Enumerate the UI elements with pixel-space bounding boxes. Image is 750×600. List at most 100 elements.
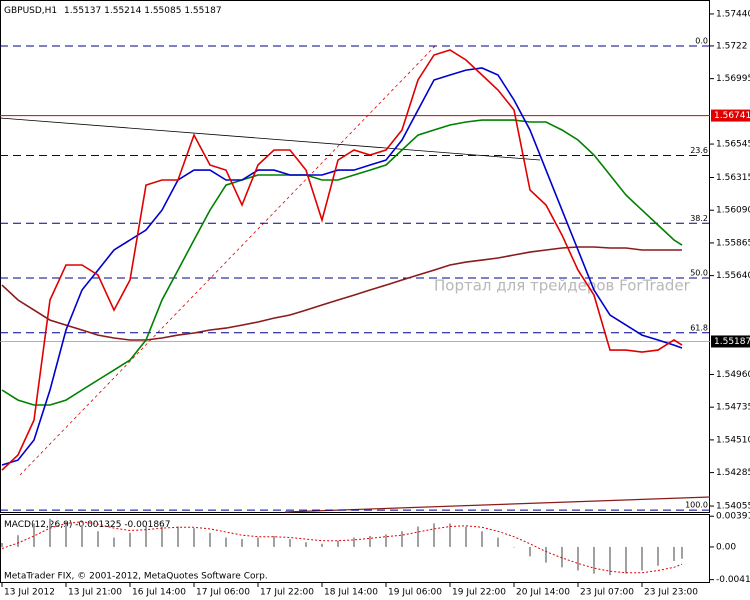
macd-bar bbox=[161, 524, 163, 547]
macd-title: MACD(12,26,9) bbox=[4, 520, 72, 530]
main-panel bbox=[0, 0, 710, 513]
macd-bar bbox=[193, 528, 195, 547]
macd-bar bbox=[113, 537, 115, 547]
x-tick-label: 17 Jul 22:00 bbox=[260, 588, 314, 598]
macd-y-tick-label: -0.00417 bbox=[716, 575, 750, 585]
symbol: GBPUSD,H1 bbox=[4, 6, 57, 16]
macd-bar bbox=[65, 520, 67, 547]
high: 1.55214 bbox=[104, 6, 141, 16]
hline-label-box bbox=[711, 109, 750, 122]
macd-bar bbox=[369, 535, 371, 547]
y-tick-label: 1.57440 bbox=[716, 9, 750, 19]
y-tick-label: 1.54960 bbox=[716, 370, 750, 380]
x-tick-label: 18 Jul 14:00 bbox=[324, 588, 378, 598]
macd-y-tick-label: 0.00 bbox=[716, 542, 736, 552]
copyright: MetaTrader FIX, © 2001-2012, MetaQuotes … bbox=[4, 572, 268, 582]
open: 1.55137 bbox=[64, 6, 101, 16]
y-tick-label: 1.55640 bbox=[716, 271, 750, 281]
macd-bar bbox=[529, 546, 531, 557]
fibo-label: 0.0 bbox=[695, 36, 708, 45]
fibo-label: 100.0 bbox=[685, 501, 708, 510]
macd-bar bbox=[273, 535, 275, 547]
macd-bar bbox=[625, 546, 627, 574]
macd-bar bbox=[513, 546, 515, 548]
x-tick-label: 20 Jul 14:00 bbox=[516, 588, 570, 598]
fibo-label: 61.8 bbox=[690, 323, 708, 332]
macd-bar bbox=[225, 537, 227, 547]
header: GBPUSD,H1 1.55137 1.55214 1.55085 1.5518… bbox=[4, 6, 222, 16]
macd-bar bbox=[353, 537, 355, 547]
x-tick-label: 23 Jul 07:00 bbox=[580, 588, 634, 598]
macd-bar bbox=[433, 523, 435, 547]
macd-bar bbox=[385, 534, 387, 547]
macd-bar bbox=[145, 526, 147, 547]
macd-bar bbox=[681, 546, 683, 559]
hline-label: 1.56741 bbox=[714, 111, 750, 121]
macd-y-tick-label: 0.003917 bbox=[716, 512, 750, 522]
fibo-label: 23.6 bbox=[690, 146, 708, 155]
macd-bar bbox=[49, 518, 51, 547]
macd-bar bbox=[81, 524, 83, 547]
lower-line bbox=[284, 496, 711, 513]
price-label-box bbox=[711, 335, 750, 348]
macd-bar bbox=[33, 523, 35, 547]
macd-bar bbox=[129, 532, 131, 547]
fibo-label: 50.0 bbox=[690, 268, 708, 277]
macd-bar bbox=[337, 540, 339, 547]
x-tick-label: 16 Jul 14:00 bbox=[132, 588, 186, 598]
macd-bar bbox=[305, 542, 307, 547]
macd-bar bbox=[657, 546, 659, 566]
macd-bar bbox=[593, 546, 595, 574]
macd-bar bbox=[577, 546, 579, 571]
ma-line bbox=[1, 119, 683, 406]
macd-bar bbox=[497, 537, 499, 547]
y-tick-label: 1.55865 bbox=[716, 238, 750, 248]
x-tick-label: 13 Jul 21:00 bbox=[68, 588, 122, 598]
y-tick-label: 1.54735 bbox=[716, 403, 750, 413]
macd-bar bbox=[1, 543, 3, 547]
macd-bar bbox=[257, 537, 259, 547]
ma-line bbox=[1, 67, 683, 466]
x-tick-label: 23 Jul 23:00 bbox=[644, 588, 698, 598]
macd-bar bbox=[561, 546, 563, 568]
ma-line bbox=[1, 49, 683, 471]
y-tick-label: 1.56090 bbox=[716, 206, 750, 216]
macd-panel bbox=[0, 514, 710, 583]
y-tick-label: 1.54510 bbox=[716, 435, 750, 445]
fibo-label: 38.2 bbox=[690, 214, 708, 223]
macd-bar bbox=[465, 526, 467, 547]
trendline bbox=[0, 117, 541, 161]
x-tick-label: 19 Jul 06:00 bbox=[388, 588, 442, 598]
macd-bar bbox=[177, 526, 179, 547]
macd-signal-line bbox=[1, 521, 683, 574]
macd-bar bbox=[641, 546, 643, 571]
fibo-diagonal bbox=[19, 44, 437, 476]
macd-bar bbox=[449, 523, 451, 547]
macd-bar bbox=[401, 531, 403, 547]
y-tick-label: 1.5722 bbox=[716, 41, 748, 51]
macd-bar bbox=[673, 546, 675, 562]
macd-bar bbox=[241, 539, 243, 547]
x-tick-label: 19 Jul 22:00 bbox=[452, 588, 506, 598]
y-tick-label: 1.54285 bbox=[716, 468, 750, 478]
macd-bar bbox=[97, 531, 99, 547]
watermark: Портал для трейдеров ForTrader bbox=[434, 277, 691, 295]
y-tick-label: 1.56995 bbox=[716, 74, 750, 84]
x-tick-label: 17 Jul 06:00 bbox=[196, 588, 250, 598]
ma-line bbox=[1, 246, 682, 341]
macd-bar bbox=[209, 532, 211, 547]
macd-bar bbox=[17, 535, 19, 547]
y-tick-label: 1.56315 bbox=[716, 173, 750, 183]
macd-bar bbox=[609, 546, 611, 576]
macd-bar bbox=[545, 546, 547, 563]
y-tick-label: 1.54055 bbox=[716, 502, 750, 512]
macd-bar bbox=[289, 539, 291, 547]
macd-bar bbox=[481, 531, 483, 547]
low: 1.55085 bbox=[144, 6, 181, 16]
price-label: 1.55187 bbox=[714, 337, 750, 347]
y-tick-label: 1.56545 bbox=[716, 140, 750, 150]
x-tick-label: 13 Jul 2012 bbox=[4, 588, 55, 598]
macd-bar bbox=[321, 543, 323, 547]
macd-bar bbox=[417, 526, 419, 547]
